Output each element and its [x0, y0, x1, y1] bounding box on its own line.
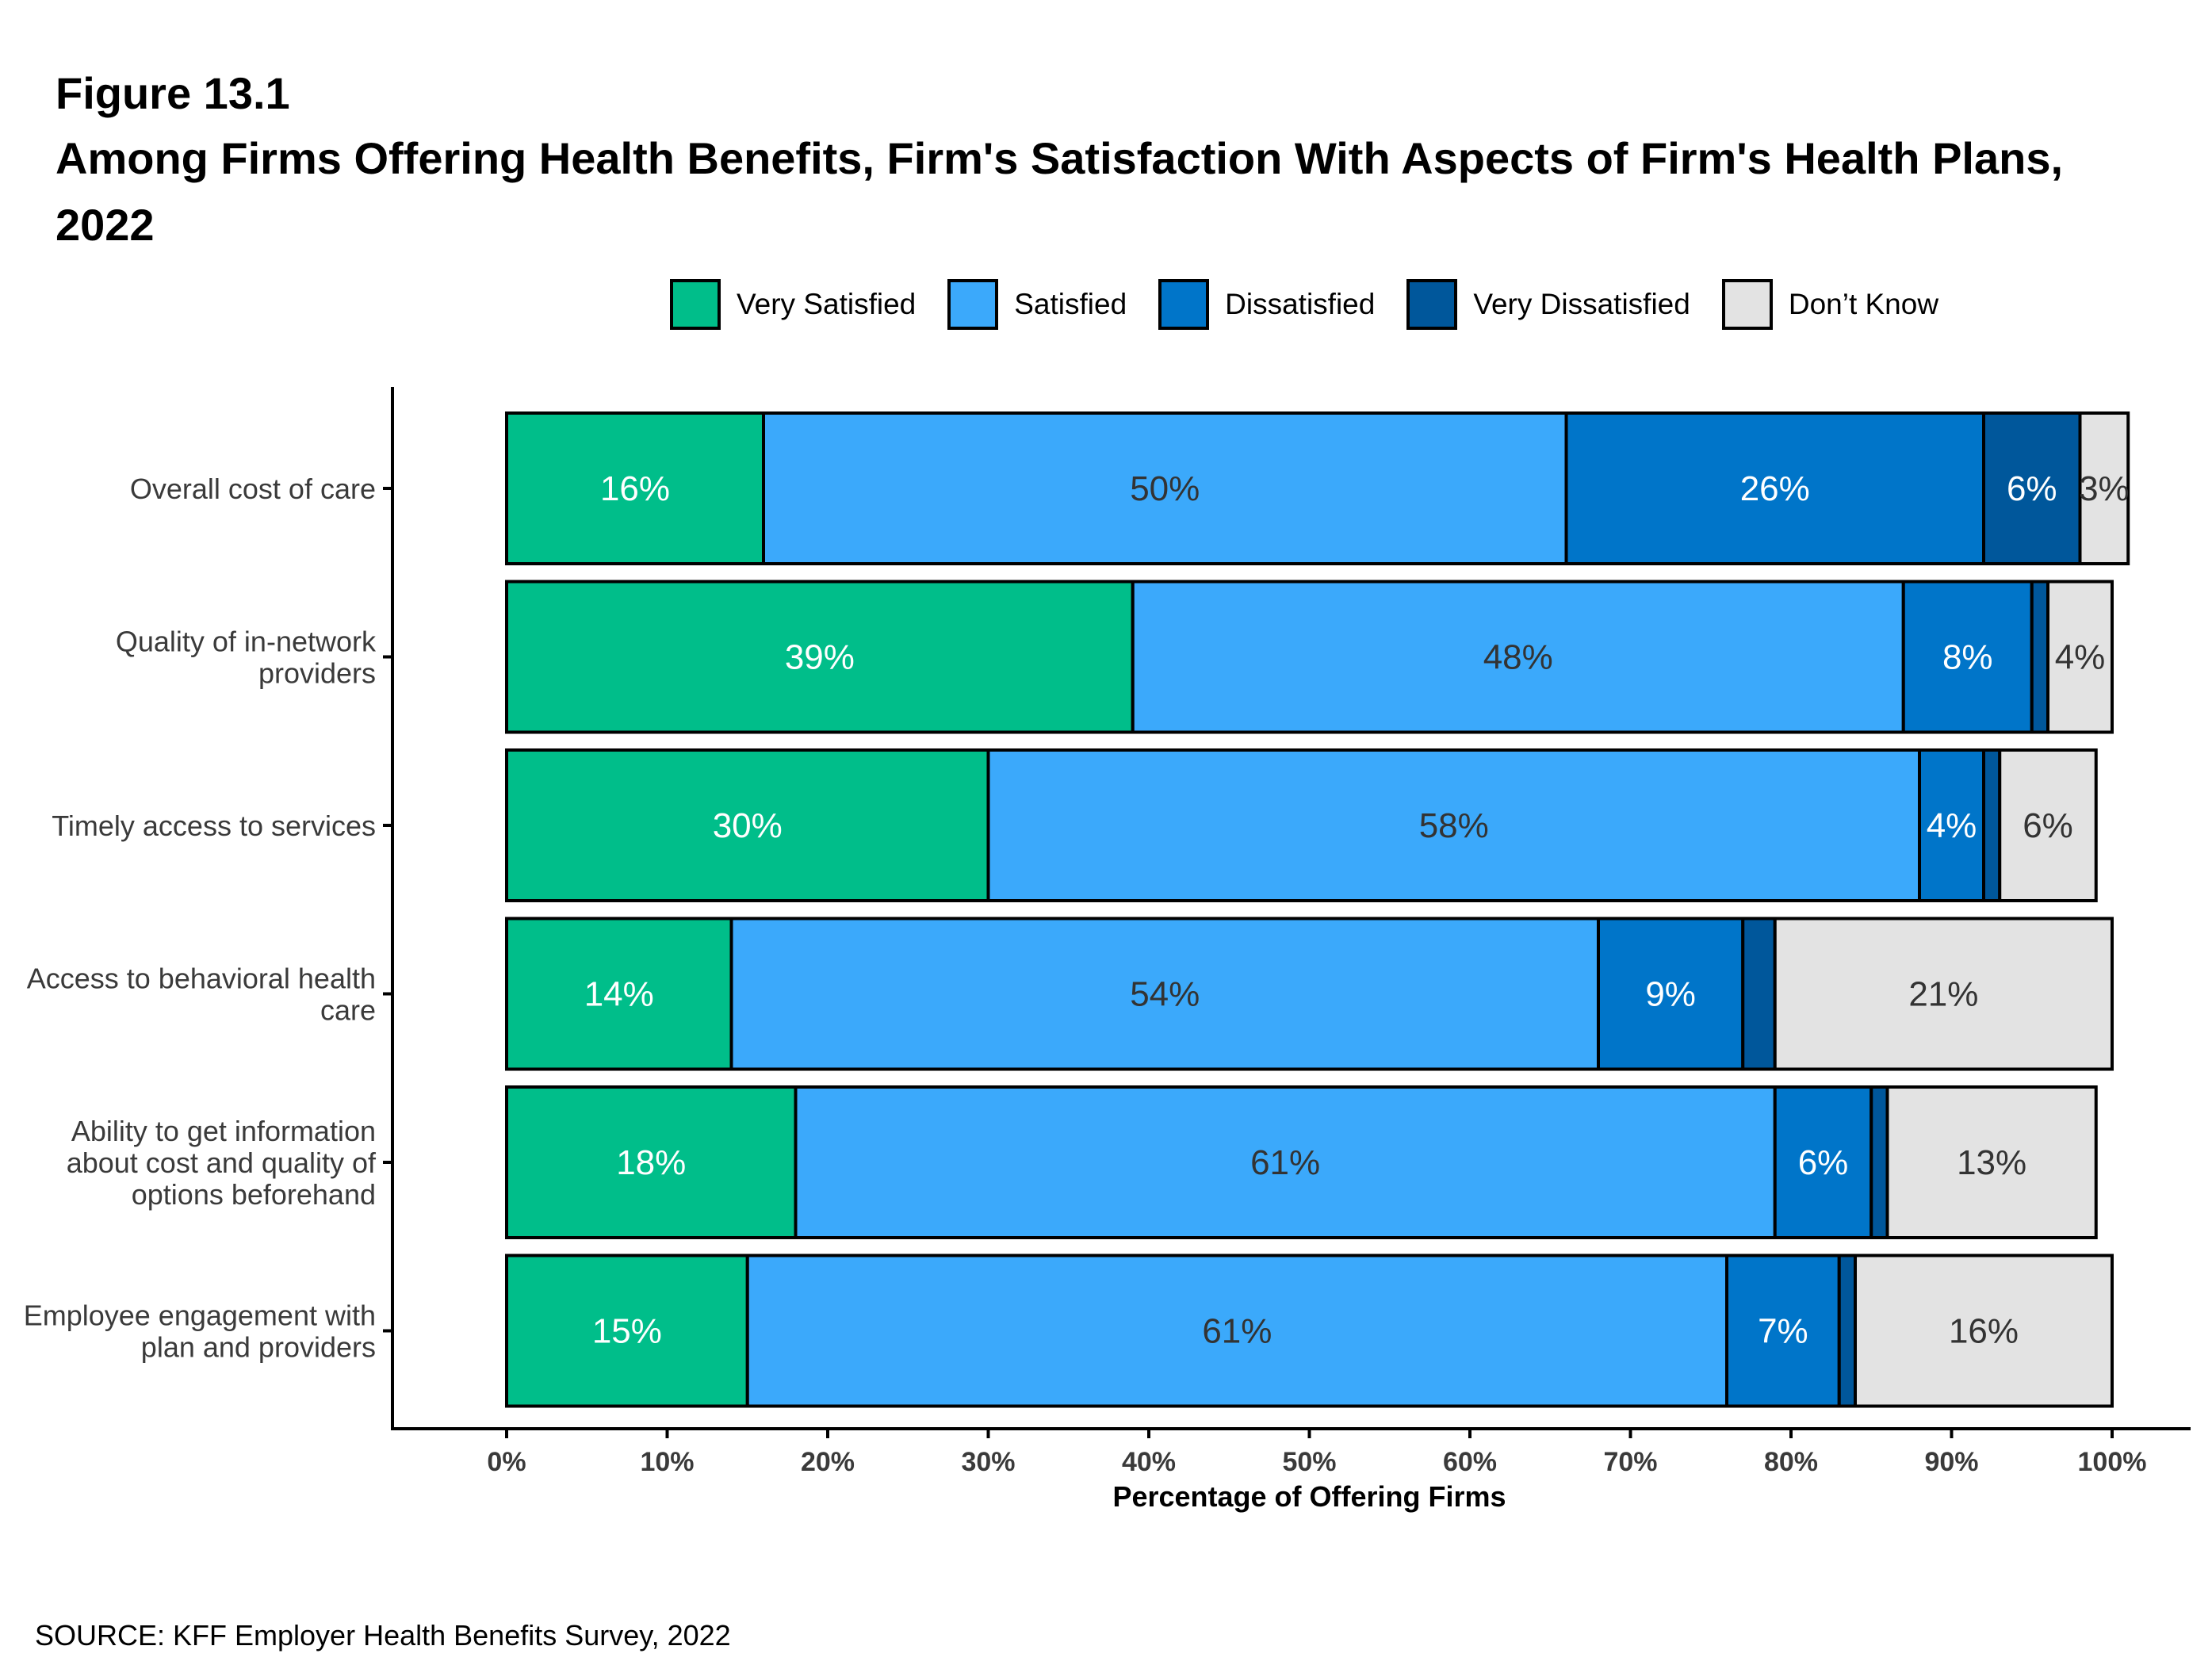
bar-segment-very-dissatisfied: [2030, 580, 2049, 734]
legend-item-very-satisfied: Very Satisfied: [670, 279, 916, 330]
bar-segment-satisfied: [745, 1254, 1728, 1408]
bar-segment-very-satisfied: [505, 748, 990, 902]
bar-segment-satisfied: [794, 1085, 1777, 1239]
data-label: 39%: [785, 638, 855, 677]
category-label: about cost and quality of: [67, 1146, 377, 1179]
data-label: 16%: [600, 469, 670, 508]
bar-segment-very-dissatisfied: [1869, 1085, 1889, 1239]
bar-segment-very-dissatisfied: [1982, 748, 2002, 902]
data-label: 4%: [2055, 638, 2106, 677]
category-label: options beforehand: [132, 1178, 376, 1211]
legend-item-satisfied: Satisfied: [947, 279, 1127, 330]
category-label: care: [320, 994, 376, 1027]
legend-label: Very Satisfied: [737, 288, 917, 320]
data-label: 21%: [1908, 975, 1978, 1014]
legend-label: Satisfied: [1014, 288, 1127, 320]
legend-item-dissatisfied: Dissatisfied: [1158, 279, 1375, 330]
x-tick-label: 100%: [2078, 1447, 2147, 1477]
data-label: 16%: [1949, 1312, 2019, 1351]
data-label: 9%: [1645, 975, 1696, 1014]
bar-segment-don-t-know: [1773, 917, 2114, 1071]
category-label: Ability to get information: [71, 1115, 376, 1147]
x-tick-label: 20%: [801, 1447, 855, 1477]
bar-segment-very-dissatisfied: [1837, 1254, 1857, 1408]
category-label: Employee engagement with: [24, 1299, 376, 1332]
category-label: Overall cost of care: [130, 473, 376, 505]
bar-segment-don-t-know: [2078, 411, 2130, 565]
data-label: 54%: [1130, 975, 1200, 1014]
legend-swatch: [947, 279, 999, 330]
x-tick-label: 30%: [961, 1447, 1015, 1477]
data-label: 30%: [713, 806, 783, 845]
data-label: 26%: [1740, 469, 1810, 508]
data-label: 6%: [2023, 806, 2073, 845]
bar-segment-very-satisfied: [505, 917, 733, 1071]
data-label: 50%: [1130, 469, 1200, 508]
bar-segment-don-t-know: [1854, 1254, 2114, 1408]
legend-label: Very Dissatisfied: [1473, 288, 1690, 320]
x-tick-label: 60%: [1443, 1447, 1497, 1477]
x-tick-label: 40%: [1122, 1447, 1176, 1477]
bar-segment-dissatisfied: [1918, 748, 1985, 902]
data-label: 6%: [1798, 1143, 1849, 1182]
source-note: SOURCE: KFF Employer Health Benefits Sur…: [35, 1619, 731, 1652]
data-label: 61%: [1250, 1143, 1320, 1182]
bar-segment-don-t-know: [1998, 748, 2098, 902]
bar-segment-satisfied: [1131, 580, 1905, 734]
bar-segment-dissatisfied: [1564, 411, 1985, 565]
data-label: 6%: [2007, 469, 2057, 508]
x-tick-label: 50%: [1282, 1447, 1336, 1477]
data-label: 18%: [616, 1143, 686, 1182]
bar-segment-satisfied: [762, 411, 1568, 565]
bar-segment-very-satisfied: [505, 1254, 749, 1408]
chart-legend: Very Satisfied Satisfied Dissatisfied Very …: [670, 276, 1970, 333]
legend-swatch: [1158, 279, 1210, 330]
bar-segment-very-satisfied: [505, 580, 1135, 734]
bar-segment-very-dissatisfied: [1982, 411, 2082, 565]
data-label: 8%: [1942, 638, 1993, 677]
x-tick-label: 0%: [487, 1447, 526, 1477]
bar-segment-dissatisfied: [1597, 917, 1745, 1071]
category-label: plan and providers: [141, 1331, 376, 1364]
x-tick-label: 10%: [640, 1447, 694, 1477]
x-axis-title: Percentage of Offering Firms: [1112, 1480, 1506, 1513]
bar-segment-don-t-know: [1885, 1085, 2098, 1239]
data-label: 13%: [1957, 1143, 2026, 1182]
bar-segment-don-t-know: [2046, 580, 2114, 734]
bar-segment-very-satisfied: [505, 1085, 798, 1239]
category-label: providers: [258, 657, 376, 690]
stacked-bar-chart: Overall cost of care 16% 50% 26% 6% 3% Quality…: [24, 387, 2191, 1513]
data-label: 15%: [592, 1312, 662, 1351]
bar-segment-dissatisfied: [1725, 1254, 1841, 1408]
legend-item-very-dissatisfied: Very Dissatisfied: [1406, 279, 1690, 330]
x-tick-label: 90%: [1924, 1447, 1978, 1477]
bar-segment-satisfied: [729, 917, 1600, 1071]
legend-item-don-t-know: Don’t Know: [1721, 279, 1939, 330]
legend-swatch: [1406, 279, 1458, 330]
legend-label: Dissatisfied: [1225, 288, 1376, 320]
figure-label: Figure 13.1: [55, 68, 290, 118]
chart-title: Among Firms Offering Health Benefits, Fi…: [55, 133, 2064, 250]
category-label: Access to behavioral health: [27, 963, 376, 995]
data-label: 48%: [1483, 638, 1553, 677]
bar-segment-very-dissatisfied: [1741, 917, 1777, 1071]
category-label: Timely access to services: [52, 810, 376, 842]
legend-swatch: [670, 279, 721, 330]
data-label: 14%: [584, 975, 654, 1014]
data-label: 3%: [2079, 469, 2130, 508]
x-tick-label: 70%: [1603, 1447, 1657, 1477]
data-label: 58%: [1419, 806, 1489, 845]
data-label: 61%: [1202, 1312, 1272, 1351]
data-label: 4%: [1927, 806, 1977, 845]
category-label: Quality of in-network: [116, 626, 377, 658]
data-label: 7%: [1758, 1312, 1808, 1351]
bar-segment-very-satisfied: [505, 411, 765, 565]
legend-label: Don’t Know: [1788, 288, 1939, 320]
bar-segment-satisfied: [986, 748, 1921, 902]
x-tick-label: 80%: [1764, 1447, 1818, 1477]
legend-swatch: [1721, 279, 1773, 330]
